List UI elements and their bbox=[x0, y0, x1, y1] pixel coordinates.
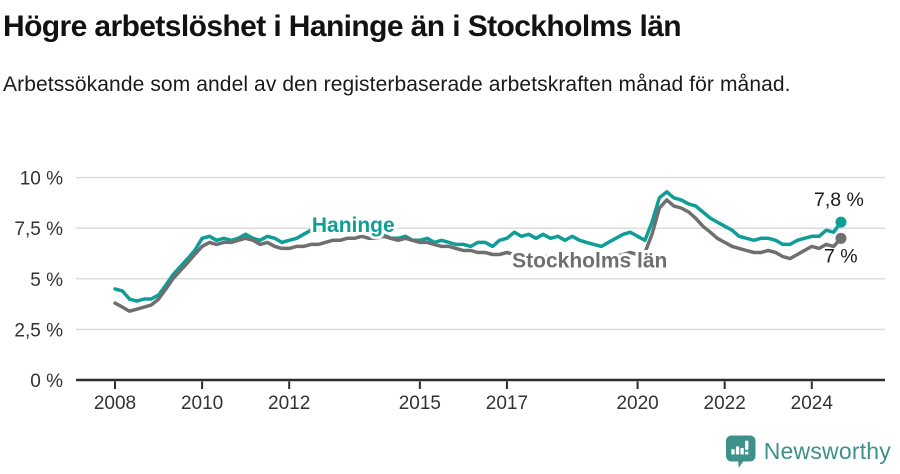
y-tick-label: 5 % bbox=[30, 270, 63, 291]
stockholms-l-n-end-value-label: 7 % bbox=[824, 245, 858, 267]
brand-name: Newsworthy bbox=[763, 438, 891, 464]
newsworthy-logo-icon bbox=[725, 435, 756, 468]
x-tick-label: 2024 bbox=[791, 393, 834, 414]
x-tick-label: 2012 bbox=[268, 393, 310, 414]
haninge-end-dot bbox=[835, 216, 847, 228]
x-tick-label: 2010 bbox=[181, 393, 223, 414]
stockholms-l-n-end-dot bbox=[835, 232, 847, 244]
y-tick-label: 10 % bbox=[20, 169, 63, 190]
haninge-series-label: Haninge bbox=[312, 214, 395, 237]
stockholms-l-n-line bbox=[113, 198, 843, 313]
x-tick-label: 2020 bbox=[616, 393, 658, 414]
haninge-line bbox=[113, 190, 843, 303]
y-tick-label: 2,5 % bbox=[14, 320, 63, 341]
x-tick-label: 2015 bbox=[399, 393, 441, 414]
x-tick-label: 2022 bbox=[704, 393, 746, 414]
y-tick-label: 7,5 % bbox=[14, 219, 63, 240]
y-tick-label: 0 % bbox=[30, 371, 63, 392]
chart-header: Högre arbetslöshet i Haninge än i Stockh… bbox=[0, 0, 900, 100]
haninge-end-value-label: 7,8 % bbox=[814, 189, 864, 211]
chart-subtitle: Arbetssökande som andel av den registerb… bbox=[3, 72, 791, 96]
x-tick-label: 2017 bbox=[486, 393, 528, 414]
line-chart: 10 % 7,5 % 5 % 2,5 % 0 % 2008 2010 2012 2015 2017… bbox=[14, 169, 885, 414]
brand-footer: Newsworthy bbox=[725, 435, 891, 468]
x-tick-label: 2008 bbox=[94, 393, 136, 414]
stockholms-l-n-series-label: Stockholms län bbox=[512, 249, 667, 272]
page-title: Högre arbetslöshet i Haninge än i Stockh… bbox=[3, 10, 682, 43]
